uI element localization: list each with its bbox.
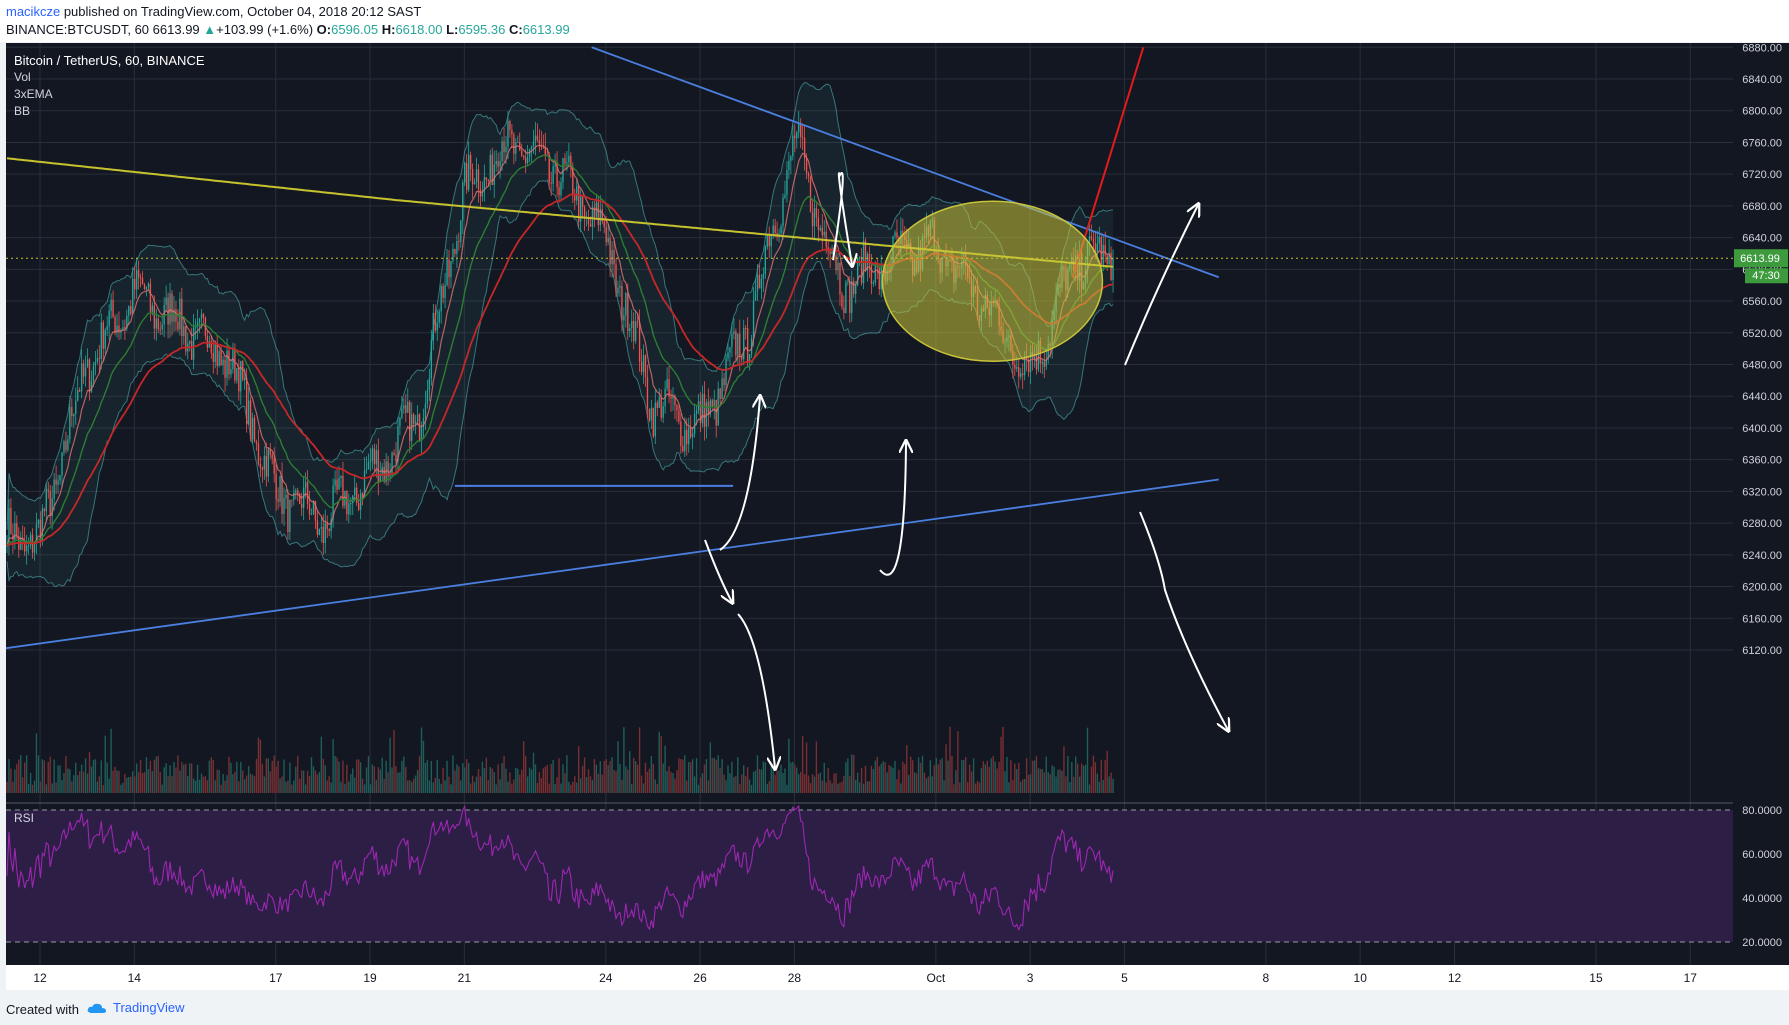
rsi-tick-label: 60.0000 — [1742, 849, 1782, 861]
price-tick-label: 6560.00 — [1742, 296, 1782, 308]
tradingview-link[interactable]: TradingView — [87, 1000, 185, 1015]
price-tick-label: 6760.00 — [1742, 137, 1782, 149]
legend-volume[interactable]: Vol — [14, 70, 31, 84]
open-label: O: — [316, 22, 332, 37]
price-tick-label: 6880.00 — [1742, 42, 1782, 54]
countdown-tag-text: 47:30 — [1752, 270, 1780, 282]
price-tick-label: 6320.00 — [1742, 486, 1782, 498]
price-tick-label: 6720.00 — [1742, 169, 1782, 181]
rsi-tick-label: 20.0000 — [1742, 937, 1782, 949]
price-tick-label: 6120.00 — [1742, 645, 1782, 657]
price-tick-label: 6440.00 — [1742, 391, 1782, 403]
price-axis-bg — [1733, 43, 1789, 965]
close-value: 6613.99 — [522, 22, 570, 37]
legend-bb[interactable]: BB — [14, 104, 31, 118]
legend-title: Bitcoin / TetherUS, 60, BINANCE — [14, 53, 205, 68]
price-tick-label: 6160.00 — [1742, 613, 1782, 625]
price-tick-label: 6600.00 — [1742, 264, 1782, 276]
high-value: 6618.00 — [395, 22, 443, 37]
header-bar: macikcze published on TradingView.com, O… — [0, 0, 1789, 42]
price-tick-label: 6640.00 — [1742, 233, 1782, 245]
author-link[interactable]: macikcze — [6, 4, 61, 19]
price-tick-label: 6240.00 — [1742, 550, 1782, 562]
high-label: H: — [381, 22, 396, 37]
price-tick-label: 6520.00 — [1742, 328, 1782, 340]
price-tick-label: 6840.00 — [1742, 74, 1782, 86]
created-with-label: Created with — [6, 1002, 79, 1017]
price-tick-label: 6680.00 — [1742, 201, 1782, 213]
up-arrow-icon: ▲ — [203, 22, 217, 37]
chart-legend: Bitcoin / TetherUS, 60, BINANCE Vol 3xEM… — [14, 52, 205, 120]
symbol-label: BINANCE:BTCUSDT, 60 — [6, 22, 150, 37]
price-tick-label: 6760.00 — [1742, 137, 1782, 149]
price-tick-label: 6560.00 — [1742, 296, 1782, 308]
published-text: published on TradingView.com, October 04… — [63, 4, 422, 19]
price-tick-label: 6280.00 — [1742, 518, 1782, 530]
price-tick-label: 6840.00 — [1742, 74, 1782, 86]
price-tick-label: 6240.00 — [1742, 550, 1782, 562]
price-tick-label: 6440.00 — [1742, 391, 1782, 403]
footer: Created with TradingView — [0, 992, 1789, 1025]
price-tick-label: 6360.00 — [1742, 455, 1782, 467]
price-tick-label: 6280.00 — [1742, 518, 1782, 530]
countdown-tag — [1745, 268, 1788, 284]
price-tick-label: 6520.00 — [1742, 328, 1782, 340]
price-tick-label: 6400.00 — [1742, 423, 1782, 435]
price-tick-label: 6160.00 — [1742, 613, 1782, 625]
price-tick-label: 6320.00 — [1742, 486, 1782, 498]
price-tick-label: 6360.00 — [1742, 455, 1782, 467]
legend-rsi[interactable]: RSI — [14, 811, 35, 825]
price-tick-label: 6880.00 — [1742, 42, 1782, 54]
rsi-tick-label: 40.0000 — [1742, 893, 1782, 905]
tradingview-cloud-icon — [87, 1003, 106, 1013]
price-tick-label: 6680.00 — [1742, 201, 1782, 213]
legend-3xema[interactable]: 3xEMA — [14, 87, 53, 101]
price-tick-label: 6480.00 — [1742, 360, 1782, 372]
price-tick-label: 6120.00 — [1742, 645, 1782, 657]
close-label: C: — [508, 22, 523, 37]
open-value: 6596.05 — [331, 22, 379, 37]
publish-info: macikcze published on TradingView.com, O… — [6, 4, 421, 19]
low-value: 6595.36 — [458, 22, 506, 37]
last-price-tag-text: 6613.99 — [1740, 253, 1780, 265]
price-tick-label: 6800.00 — [1742, 106, 1782, 118]
price-tick-label: 6400.00 — [1742, 423, 1782, 435]
price-tick-label: 6600.00 — [1742, 264, 1782, 276]
price-tick-label: 6800.00 — [1742, 106, 1782, 118]
price-tick-label: 6200.00 — [1742, 582, 1782, 594]
last-price-tag — [1734, 249, 1788, 268]
price-tick-label: 6200.00 — [1742, 582, 1782, 594]
rsi-tick-label: 80.0000 — [1742, 805, 1782, 817]
price-tick-label: 6480.00 — [1742, 360, 1782, 372]
tradingview-brand: TradingView — [113, 1000, 185, 1015]
chart-area[interactable] — [6, 43, 1733, 989]
price-tick-label: 6720.00 — [1742, 169, 1782, 181]
price-tick-label: 6640.00 — [1742, 233, 1782, 245]
last-price: 6613.99 — [152, 22, 200, 37]
ohlc-line: BINANCE:BTCUSDT, 60 6613.99 ▲+103.99 (+1… — [6, 22, 570, 37]
price-change: +103.99 (+1.6%) — [216, 22, 314, 37]
low-label: L: — [446, 22, 459, 37]
